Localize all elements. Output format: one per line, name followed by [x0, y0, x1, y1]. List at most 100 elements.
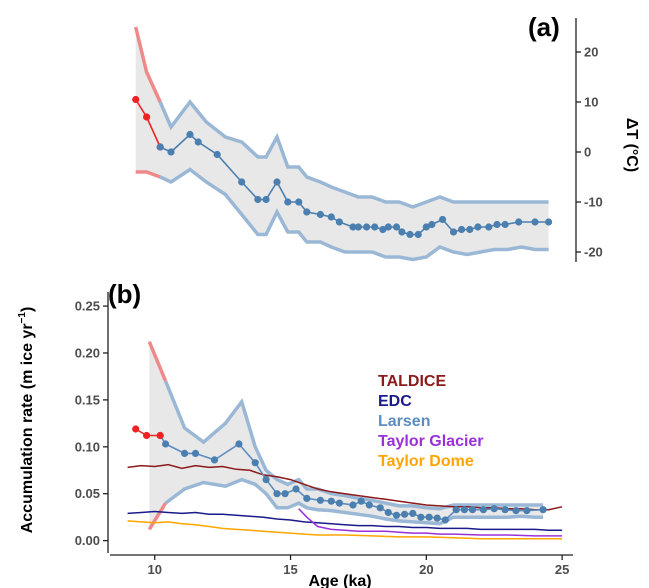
data-point-b-2-5 — [235, 440, 243, 448]
y-tick-label-b-5: 0.25 — [75, 299, 100, 314]
x-tick-label-b-0: 10 — [148, 562, 162, 577]
data-point-b-2-8 — [273, 490, 281, 498]
envelope-lower-early-b — [147, 502, 168, 531]
data-point-a-1-2 — [186, 130, 194, 139]
data-point-a-0-0 — [132, 95, 140, 104]
data-point-a-1-22 — [398, 228, 406, 236]
envelope-fill-b — [149, 341, 544, 530]
data-point-b-2-6 — [251, 459, 259, 467]
data-point-b-2-2 — [181, 449, 189, 457]
y-axis-title-b: Accumulation rate (m ice yr−1) — [17, 307, 36, 534]
envelope-fill — [135, 27, 549, 260]
y-axis-title-main: Accumulation rate (m ice yr — [19, 323, 36, 533]
y-tick-label-a-0: 20 — [584, 45, 598, 60]
data-point-a-1-14 — [335, 218, 343, 226]
data-point-b-2-22 — [409, 509, 417, 517]
data-point-b-2-20 — [392, 511, 401, 519]
data-point-b-2-25 — [433, 514, 441, 522]
panel-b: 0.00 0.05 0.10 0.15 0.20 0.25 10 15 20 25 Age (ka)… — [17, 279, 573, 588]
data-point-b-2-3 — [191, 449, 200, 457]
data-point-a-1-0 — [156, 143, 164, 151]
data-point-a-1-13 — [327, 213, 335, 221]
panel-label-b: (b) — [108, 279, 141, 309]
data-point-a-1-19 — [379, 225, 387, 234]
y-tick-label-b-4: 0.20 — [75, 345, 100, 360]
data-point-b-2-29 — [468, 506, 477, 514]
data-point-a-1-5 — [238, 178, 246, 186]
data-point-b-2-10 — [292, 485, 300, 493]
data-point-b-2-23 — [417, 513, 425, 521]
y-tick-label-a-2: 0 — [584, 145, 591, 160]
data-point-a-1-15 — [349, 223, 357, 231]
data-point-a-1-9 — [284, 198, 292, 206]
data-point-a-1-30 — [466, 225, 474, 234]
data-point-a-1-34 — [501, 220, 509, 229]
data-point-a-1-23 — [406, 230, 414, 239]
data-point-b-2-33 — [512, 507, 520, 515]
y-tick-label-a-4: -20 — [584, 245, 603, 260]
data-point-b-2-14 — [335, 499, 343, 507]
data-point-b-2-30 — [479, 506, 487, 514]
data-point-b-2-9 — [281, 490, 289, 498]
data-point-b-2-11 — [303, 494, 311, 502]
series-line-b-4 — [298, 508, 563, 537]
x-tick-label-b-3: 25 — [555, 562, 569, 577]
x-axis-title-b: Age (ka) — [308, 573, 371, 588]
data-point-a-1-26 — [428, 220, 436, 229]
data-point-b-2-13 — [327, 497, 335, 505]
data-point-b-3-0 — [132, 425, 140, 433]
data-point-b-2-32 — [501, 506, 509, 514]
y-axis-title-close: ) — [19, 307, 36, 312]
x-tick-label-b-1: 15 — [283, 562, 297, 577]
y-axis-title-sup: −1 — [17, 312, 28, 324]
data-point-a-1-36 — [531, 218, 539, 226]
legend-item-0: TALDICE — [378, 373, 446, 390]
data-point-a-1-28 — [449, 228, 458, 236]
data-point-a-1-11 — [303, 208, 311, 216]
envelope-upper-b — [163, 380, 544, 511]
data-point-a-1-8 — [273, 178, 281, 186]
envelope-lower-b — [164, 477, 544, 526]
data-point-a-1-21 — [392, 223, 401, 231]
legend-item-3: Taylor Glacier — [378, 433, 484, 450]
data-point-b-2-35 — [539, 506, 547, 514]
data-point-a-1-4 — [213, 150, 221, 159]
data-point-a-1-16 — [354, 223, 362, 231]
data-point-a-1-17 — [363, 223, 371, 231]
data-point-b-2-1 — [162, 440, 170, 448]
envelope-upper-early-b — [147, 341, 168, 382]
data-point-a-0-1 — [143, 113, 151, 121]
series-line-b-0 — [127, 463, 563, 511]
data-point-a-1-25 — [422, 223, 430, 231]
data-point-a-1-7 — [262, 195, 270, 204]
data-point-b-2-26 — [441, 516, 449, 524]
data-point-a-1-31 — [474, 223, 482, 231]
legend-item-2: Larsen — [378, 413, 430, 430]
data-point-b-2-27 — [452, 506, 460, 514]
y-tick-label-b-3: 0.15 — [75, 392, 100, 407]
data-point-b-3-2 — [156, 431, 164, 440]
data-point-b-2-15 — [349, 501, 357, 509]
data-point-b-2-31 — [490, 505, 498, 513]
data-point-b-2-28 — [460, 506, 468, 514]
legend-item-1: EDC — [378, 393, 412, 410]
data-point-a-1-18 — [371, 223, 379, 231]
data-point-a-1-12 — [316, 210, 324, 219]
data-point-a-1-33 — [493, 220, 501, 229]
data-point-b-3-1 — [143, 431, 151, 440]
panel-label-a: (a) — [528, 12, 560, 42]
envelope-lower-early — [135, 170, 161, 179]
envelope-upper — [158, 99, 549, 209]
panel-a: 20 10 0 -10 -20 ΔT (°C) (a) — [132, 12, 640, 262]
data-point-a-1-37 — [545, 218, 553, 226]
data-point-b-2-24 — [425, 513, 433, 521]
y-tick-label-b-2: 0.10 — [75, 439, 100, 454]
data-point-b-2-21 — [401, 510, 409, 518]
y-tick-label-b-1: 0.05 — [75, 486, 100, 501]
envelope-lower — [159, 167, 549, 262]
data-point-a-1-35 — [515, 218, 523, 226]
data-point-b-2-17 — [365, 501, 373, 509]
y-tick-label-b-0: 0.00 — [75, 533, 100, 548]
x-tick-label-b-2: 20 — [419, 562, 433, 577]
